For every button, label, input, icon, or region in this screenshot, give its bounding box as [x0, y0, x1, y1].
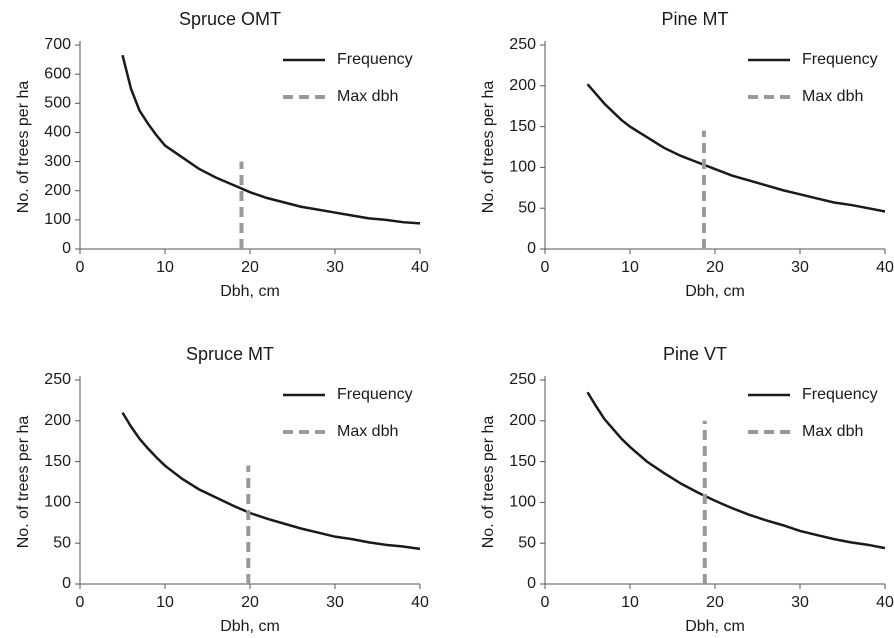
y-tick-label: 400 — [44, 124, 71, 141]
y-tick-label: 250 — [509, 36, 536, 53]
x-tick-label: 30 — [791, 259, 809, 276]
series-line — [586, 83, 886, 213]
series-line — [586, 391, 886, 550]
x-tick-label: 10 — [156, 594, 174, 611]
x-tick-label: 20 — [706, 594, 724, 611]
legend-label: Frequency — [337, 51, 413, 68]
y-tick-label: 150 — [44, 453, 71, 470]
x-axis-label: Dbh, cm — [685, 618, 745, 635]
x-tick-label: 30 — [326, 594, 344, 611]
x-axis-label: Dbh, cm — [685, 283, 745, 300]
y-tick-label: 0 — [62, 575, 71, 592]
y-tick-label: 600 — [44, 65, 71, 82]
legend-label: Frequency — [802, 386, 878, 403]
y-tick-label: 0 — [62, 240, 71, 257]
y-tick-label: 50 — [518, 199, 536, 216]
y-tick-label: 200 — [509, 77, 536, 94]
y-tick-label: 150 — [509, 453, 536, 470]
y-tick-label: 250 — [44, 371, 71, 388]
x-tick-label: 0 — [541, 259, 550, 276]
y-tick-label: 50 — [518, 534, 536, 551]
x-tick-label: 10 — [156, 259, 174, 276]
chart-title: Pine VT — [663, 344, 727, 364]
x-tick-label: 20 — [241, 594, 259, 611]
y-axis-label: No. of trees per ha — [480, 416, 497, 549]
x-tick-label: 0 — [76, 259, 85, 276]
x-tick-label: 40 — [411, 259, 429, 276]
x-axis-label: Dbh, cm — [220, 283, 280, 300]
x-tick-label: 40 — [876, 259, 894, 276]
legend-label: Frequency — [802, 51, 878, 68]
legend-label: Frequency — [337, 386, 413, 403]
legend-label: Max dbh — [337, 423, 398, 440]
y-tick-label: 200 — [44, 412, 71, 429]
x-tick-label: 0 — [76, 594, 85, 611]
y-axis-label: No. of trees per ha — [480, 81, 497, 214]
x-axis-label: Dbh, cm — [220, 618, 280, 635]
y-tick-label: 100 — [44, 494, 71, 511]
y-tick-label: 100 — [509, 494, 536, 511]
series-line — [121, 54, 421, 225]
y-tick-label: 100 — [44, 211, 71, 228]
y-tick-label: 300 — [44, 153, 71, 170]
x-tick-label: 20 — [706, 259, 724, 276]
x-tick-label: 40 — [876, 594, 894, 611]
chart-title: Spruce MT — [186, 344, 274, 364]
legend-label: Max dbh — [802, 423, 863, 440]
y-tick-label: 200 — [509, 412, 536, 429]
y-tick-label: 700 — [44, 36, 71, 53]
y-tick-label: 0 — [527, 575, 536, 592]
chart-title: Pine MT — [661, 9, 728, 29]
x-tick-label: 10 — [621, 259, 639, 276]
chart-panel: Spruce OMT 0 100 200 300 400 500 600 700 0 10 20 30 4… — [15, 9, 429, 300]
y-tick-label: 100 — [509, 159, 536, 176]
y-tick-label: 500 — [44, 95, 71, 112]
chart-panel: Pine MT 0 50 100 150 200 250 0 10 20 30 40 Dbh, cm No… — [480, 9, 894, 300]
y-tick-label: 0 — [527, 240, 536, 257]
y-tick-label: 150 — [509, 118, 536, 135]
x-tick-label: 0 — [541, 594, 550, 611]
y-axis-label: No. of trees per ha — [15, 416, 32, 549]
legend-label: Max dbh — [802, 88, 863, 105]
chart-panel: Pine VT 0 50 100 150 200 250 0 10 20 30 40 Dbh, cm No… — [480, 344, 894, 635]
legend-label: Max dbh — [337, 88, 398, 105]
x-tick-label: 20 — [241, 259, 259, 276]
chart-title: Spruce OMT — [179, 9, 281, 29]
x-tick-label: 30 — [326, 259, 344, 276]
x-tick-label: 10 — [621, 594, 639, 611]
x-tick-label: 40 — [411, 594, 429, 611]
y-tick-label: 50 — [53, 534, 71, 551]
y-tick-label: 250 — [509, 371, 536, 388]
y-axis-label: No. of trees per ha — [15, 81, 32, 214]
x-tick-label: 30 — [791, 594, 809, 611]
y-tick-label: 200 — [44, 182, 71, 199]
chart-panel: Spruce MT 0 50 100 150 200 250 0 10 20 30 40 Dbh, cm… — [15, 344, 429, 635]
